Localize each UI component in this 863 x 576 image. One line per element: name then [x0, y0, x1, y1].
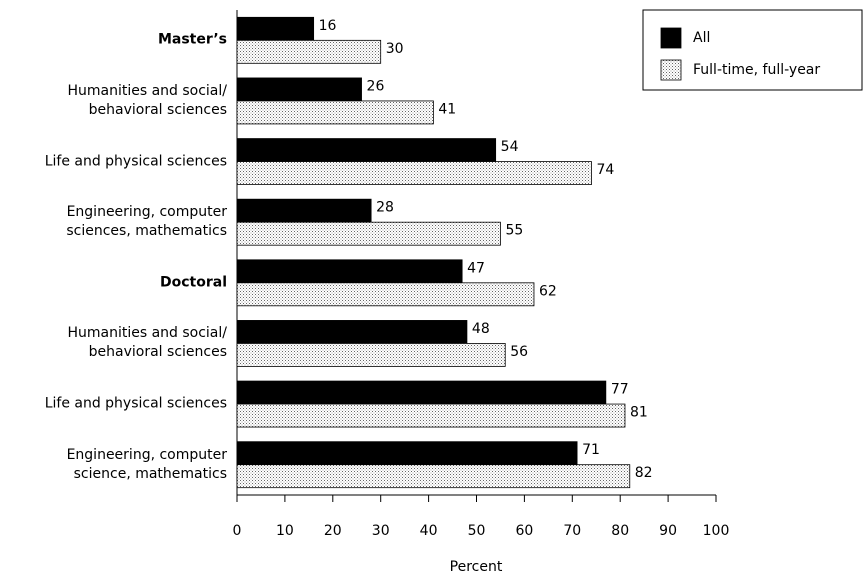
value-label: 26 — [367, 78, 385, 94]
value-label: 77 — [611, 382, 629, 398]
x-tick-label: 30 — [372, 523, 390, 539]
x-tick-label: 90 — [659, 523, 677, 539]
y-tick-label: Life and physical sciences — [44, 153, 227, 170]
x-tick-label: 50 — [468, 523, 486, 539]
x-tick-label: 0 — [233, 523, 242, 539]
value-label: 48 — [472, 321, 490, 337]
bar — [236, 100, 434, 125]
legend-swatch — [660, 27, 682, 49]
value-label: 55 — [505, 223, 523, 239]
y-tick-label: Humanities and social/ behavioral scienc… — [67, 82, 227, 118]
bar — [236, 161, 592, 185]
bar — [236, 343, 506, 367]
x-axis-label: Percent — [450, 559, 503, 575]
x-tick-label: 10 — [276, 523, 294, 539]
y-tick-label: Master’s — [157, 31, 227, 48]
value-label: 30 — [386, 41, 404, 57]
x-tick-label: 80 — [611, 523, 629, 539]
x-tick-label: 70 — [563, 523, 581, 539]
y-tick-label: Doctoral — [160, 274, 227, 291]
bar — [236, 198, 372, 223]
value-label: 54 — [501, 139, 519, 155]
value-label: 71 — [582, 442, 600, 458]
legend-swatch — [660, 59, 682, 81]
value-label: 62 — [539, 283, 557, 299]
bar — [236, 320, 468, 344]
bar — [236, 464, 631, 489]
y-tick-label: Life and physical sciences — [44, 395, 227, 412]
bar — [236, 39, 382, 64]
legend-label: Full-time, full-year — [693, 62, 820, 78]
bar — [236, 380, 607, 405]
bar — [236, 441, 578, 466]
value-label: 81 — [630, 405, 648, 421]
bar — [236, 259, 463, 284]
bar — [236, 138, 497, 162]
value-label: 47 — [467, 260, 485, 276]
value-label: 82 — [635, 465, 653, 481]
bar — [236, 16, 315, 41]
y-tick-label: Engineering, computer sciences, mathemat… — [66, 204, 227, 240]
y-tick-label: Humanities and social/ behavioral scienc… — [67, 325, 227, 361]
x-tick-label: 20 — [324, 523, 342, 539]
x-tick-label: 100 — [703, 523, 730, 539]
y-tick-label: Engineering, computer science, mathemati… — [66, 446, 227, 482]
x-tick-label: 60 — [515, 523, 533, 539]
value-label: 74 — [596, 162, 614, 178]
value-label: 41 — [438, 101, 456, 117]
bar — [236, 403, 626, 428]
bar — [236, 282, 535, 307]
value-label: 28 — [376, 200, 394, 216]
legend-label: All — [693, 30, 710, 46]
bar — [236, 221, 501, 246]
value-label: 16 — [319, 18, 337, 34]
value-label: 56 — [510, 344, 528, 360]
x-tick-label: 40 — [420, 523, 438, 539]
bar — [236, 77, 362, 102]
